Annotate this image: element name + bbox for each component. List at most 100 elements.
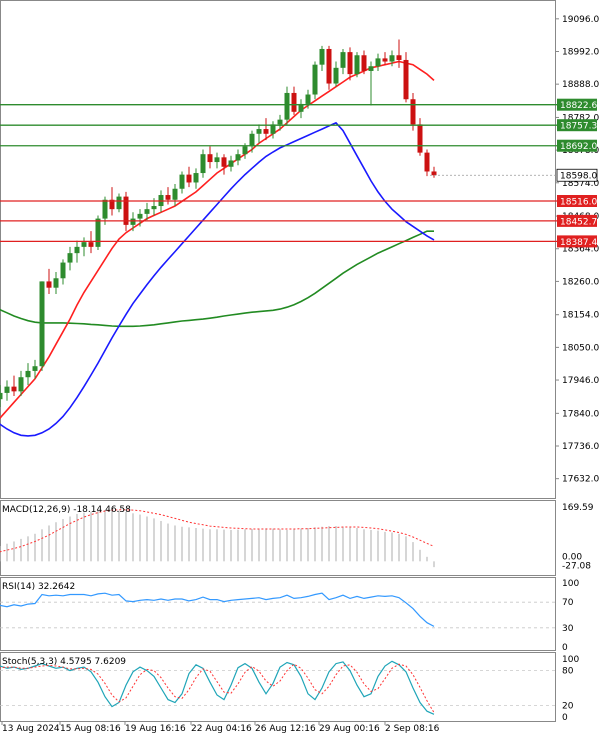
candle-body xyxy=(312,64,318,95)
candle-body xyxy=(130,218,136,225)
price-tick-label: 18154.0 xyxy=(562,311,599,321)
rsi-header: RSI(14) 32.2642 xyxy=(2,582,75,592)
candle-body xyxy=(67,253,73,263)
candle-body xyxy=(403,59,409,100)
candle-body xyxy=(270,124,276,134)
current-price-tag xyxy=(556,168,598,182)
candle-body xyxy=(382,58,388,62)
candle-body xyxy=(46,281,52,288)
stoch-main-line xyxy=(0,660,435,715)
rsi-line xyxy=(0,592,435,627)
time-tick-label: 26 Aug 12:16 xyxy=(255,724,316,733)
rsi-axis-label: 0 xyxy=(562,643,568,653)
candle-body xyxy=(326,48,332,84)
stoch-panel-frame xyxy=(0,652,556,722)
candle-body xyxy=(95,218,101,247)
candle-body xyxy=(389,55,395,62)
candle-body xyxy=(228,160,234,167)
candle-body xyxy=(151,206,157,210)
price-tick-label: 17632.0 xyxy=(562,475,599,485)
candle-body xyxy=(116,196,122,210)
candle-body xyxy=(0,392,3,400)
candle-body xyxy=(396,55,402,60)
level-label: 18692.0 xyxy=(560,142,597,152)
macd-signal-line xyxy=(0,509,435,553)
candle-body xyxy=(109,199,115,210)
candle-body xyxy=(319,48,325,65)
candle-body xyxy=(39,281,45,367)
candle-body xyxy=(298,103,304,112)
level-label: 18757.3 xyxy=(560,122,597,132)
support-resistance-levels: 18822.6 18757.3 18692.0 18516.0 18452.7 18387… xyxy=(0,98,597,248)
time-tick-label: 13 Aug 2024 xyxy=(2,724,60,733)
price-tick-label: 19096.0 xyxy=(562,15,599,25)
macd-panel-frame xyxy=(0,500,556,576)
level-label: 18822.6 xyxy=(560,101,597,111)
macd-axis-zero: 0.00 xyxy=(562,552,582,562)
candle-body xyxy=(32,366,38,371)
time-tick-label: 19 Aug 16:16 xyxy=(125,724,186,733)
candle-body xyxy=(277,119,283,125)
candle-body xyxy=(340,52,346,68)
candle-body xyxy=(410,99,416,125)
candle-body xyxy=(249,133,255,147)
candle-body xyxy=(305,94,311,104)
price-panel-frame xyxy=(0,0,556,499)
time-tick-label: 22 Aug 04:16 xyxy=(191,724,252,733)
level-label: 18452.7 xyxy=(560,217,597,227)
price-axis: 19096.018992.018888.018782.018678.018574… xyxy=(555,15,599,485)
candle-body xyxy=(347,52,353,75)
candle-body xyxy=(179,174,185,189)
candle-body xyxy=(214,157,220,163)
rsi-axis-label: 100 xyxy=(562,579,579,589)
price-tick-label: 18888.0 xyxy=(562,80,599,90)
candle-body xyxy=(53,278,59,288)
price-tick-label: 18364.0 xyxy=(562,245,599,255)
stoch-header: Stoch(5,3,3) 4.5795 7.6209 xyxy=(2,657,126,667)
candle-body xyxy=(235,154,241,161)
level-tag xyxy=(557,139,597,152)
macd-axis-top: 169.59 xyxy=(562,503,594,513)
candle-body xyxy=(60,262,66,279)
candle-body xyxy=(18,377,24,392)
candle-body xyxy=(242,146,248,155)
candle-body xyxy=(25,370,31,378)
level-tag xyxy=(557,235,597,248)
stoch-signal-line xyxy=(0,663,435,713)
candle-body xyxy=(123,196,129,225)
candle-body xyxy=(291,92,297,112)
price-tick-label: 17736.0 xyxy=(562,442,599,452)
macd-axis-bottom: -27.08 xyxy=(562,561,591,571)
time-axis: 13 Aug 2024 15 Aug 08:16 19 Aug 16:16 22 Au… xyxy=(1,721,440,733)
candle-body xyxy=(424,152,430,172)
candle-body xyxy=(74,246,80,254)
ma-blue-line xyxy=(0,121,435,437)
level-tag xyxy=(557,214,597,227)
level-label: 18387.4 xyxy=(560,238,597,248)
candle-body xyxy=(368,66,374,71)
price-tick-label: 17840.0 xyxy=(562,409,599,419)
candle-body xyxy=(4,386,10,393)
candle-body xyxy=(137,213,143,219)
candle-body xyxy=(207,154,213,163)
rsi-axis-label: 70 xyxy=(562,598,574,608)
candle-body xyxy=(284,92,290,120)
time-tick-label: 2 Sep 08:16 xyxy=(385,724,440,733)
candlesticks xyxy=(0,39,437,408)
candle-body xyxy=(256,129,262,134)
candle-body xyxy=(81,242,87,247)
candle-body xyxy=(11,386,17,392)
level-tag xyxy=(557,195,597,207)
macd-panel: 169.59 0.00-27.08 xyxy=(0,503,594,571)
candle-body xyxy=(144,209,150,214)
price-tick-label: 18260.0 xyxy=(562,277,599,287)
rsi-panel-frame xyxy=(0,577,556,651)
level-label: 18516.0 xyxy=(560,198,597,208)
stoch-panel: 100 80 20 0 xyxy=(0,655,579,723)
price-tick-label: 18050.0 xyxy=(562,343,599,353)
price-tick-label: 18992.0 xyxy=(562,47,599,57)
current-price-marker: 18598.0 xyxy=(430,168,598,182)
rsi-panel: 100 70 30 0 xyxy=(0,579,579,653)
candle-body xyxy=(172,188,178,200)
